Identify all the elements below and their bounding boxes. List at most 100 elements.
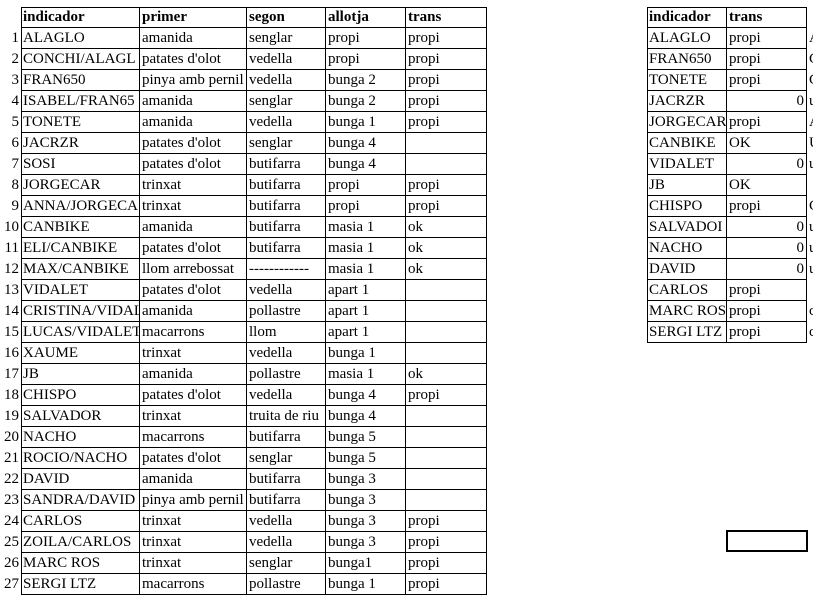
table-cell[interactable]: vedella bbox=[247, 70, 326, 91]
table-cell[interactable]: propi bbox=[406, 49, 487, 70]
table-cell[interactable]: bunga 3 bbox=[326, 511, 406, 532]
table-cell[interactable]: amanida bbox=[140, 364, 247, 385]
table-cell[interactable]: macarrons bbox=[140, 322, 247, 343]
table-cell[interactable]: U bbox=[807, 133, 813, 154]
table-cell[interactable]: patates d'olot bbox=[140, 385, 247, 406]
row-number[interactable]: 6 bbox=[11, 135, 20, 151]
table-cell[interactable]: CONCHI/ALAGL bbox=[21, 49, 140, 70]
table-cell[interactable]: propi bbox=[406, 511, 487, 532]
table-cell[interactable]: MARC ROS bbox=[647, 301, 727, 322]
table-cell[interactable]: patates d'olot bbox=[140, 49, 247, 70]
table-cell[interactable]: propi bbox=[406, 532, 487, 553]
column-header[interactable]: indicador bbox=[647, 7, 727, 28]
row-number[interactable]: 15 bbox=[4, 324, 19, 340]
table-cell[interactable]: CRISTINA/VIDAL bbox=[21, 301, 140, 322]
table-cell[interactable]: bunga 4 bbox=[326, 133, 406, 154]
table-cell[interactable]: OK bbox=[727, 175, 807, 196]
table-cell[interactable]: DAVID bbox=[21, 469, 140, 490]
table-cell[interactable]: c bbox=[809, 303, 813, 319]
table-cell[interactable]: trinxat bbox=[140, 343, 247, 364]
row-number[interactable]: 22 bbox=[4, 471, 19, 487]
table-cell[interactable] bbox=[807, 175, 813, 196]
column-header[interactable]: indicador bbox=[21, 7, 140, 28]
row-number[interactable]: 11 bbox=[4, 240, 19, 256]
table-cell[interactable]: vedella bbox=[247, 49, 326, 70]
table-cell[interactable]: C bbox=[807, 196, 813, 217]
table-cell[interactable]: vedella bbox=[247, 280, 326, 301]
row-number[interactable]: 2 bbox=[11, 51, 20, 67]
row-number[interactable]: 13 bbox=[4, 282, 19, 298]
table-cell[interactable]: SERGI LTZ bbox=[21, 574, 140, 595]
table-cell[interactable]: VIDALET bbox=[21, 280, 140, 301]
table-cell[interactable]: pinya amb pernil bbox=[140, 70, 247, 91]
table-cell[interactable]: propi bbox=[326, 196, 406, 217]
table-cell[interactable]: butifarra bbox=[247, 217, 326, 238]
table-cell[interactable]: propi bbox=[727, 112, 807, 133]
table-cell[interactable]: 0 bbox=[727, 238, 807, 259]
table-cell[interactable]: trinxat bbox=[140, 406, 247, 427]
table-cell[interactable]: CANBIKE bbox=[647, 133, 727, 154]
column-header[interactable]: segon bbox=[247, 7, 326, 28]
row-number[interactable]: 7 bbox=[11, 156, 20, 172]
row-number[interactable]: 1 bbox=[11, 30, 20, 46]
table-cell[interactable]: bunga 2 bbox=[326, 91, 406, 112]
table-cell[interactable]: bunga 1 bbox=[326, 574, 406, 595]
table-cell[interactable]: ok bbox=[406, 259, 487, 280]
table-cell[interactable]: propi bbox=[727, 280, 807, 301]
table-cell[interactable]: JORGECAR bbox=[647, 112, 727, 133]
table-cell[interactable]: patates d'olot bbox=[140, 154, 247, 175]
table-cell[interactable]: bunga 5 bbox=[326, 448, 406, 469]
table-cell[interactable] bbox=[406, 469, 487, 490]
table-cell[interactable] bbox=[406, 427, 487, 448]
table-cell[interactable]: propi bbox=[326, 175, 406, 196]
row-number[interactable]: 8 bbox=[11, 177, 20, 193]
table-cell[interactable]: macarrons bbox=[140, 574, 247, 595]
table-cell[interactable]: CHISPO bbox=[21, 385, 140, 406]
table-cell[interactable]: amanida bbox=[140, 469, 247, 490]
table-cell[interactable]: ISABEL/FRAN65 bbox=[21, 91, 140, 112]
table-cell[interactable] bbox=[406, 301, 487, 322]
row-number[interactable]: 14 bbox=[4, 303, 19, 319]
table-cell[interactable]: butifarra bbox=[247, 490, 326, 511]
table-cell[interactable]: ------------ bbox=[247, 259, 326, 280]
table-cell[interactable]: u bbox=[809, 219, 813, 235]
table-cell[interactable] bbox=[406, 406, 487, 427]
table-cell[interactable]: masia 1 bbox=[326, 364, 406, 385]
table-cell[interactable] bbox=[406, 343, 487, 364]
table-cell[interactable]: pollastre bbox=[247, 574, 326, 595]
table-cell[interactable]: DAVID bbox=[647, 259, 727, 280]
table-cell[interactable]: vedella bbox=[247, 343, 326, 364]
row-number[interactable]: 24 bbox=[4, 513, 19, 529]
table-cell[interactable]: u bbox=[809, 261, 813, 277]
table-cell[interactable]: trinxat bbox=[140, 553, 247, 574]
table-cell[interactable]: propi bbox=[727, 49, 807, 70]
table-cell[interactable]: amanida bbox=[140, 28, 247, 49]
table-cell[interactable]: 0 bbox=[727, 259, 807, 280]
table-cell[interactable]: propi bbox=[727, 196, 807, 217]
table-cell[interactable]: C bbox=[807, 49, 813, 70]
table-cell[interactable]: amanida bbox=[140, 91, 247, 112]
table-cell[interactable]: butifarra bbox=[247, 175, 326, 196]
table-cell[interactable]: ok bbox=[406, 238, 487, 259]
table-cell[interactable]: propi bbox=[406, 28, 487, 49]
table-cell[interactable]: vedella bbox=[247, 385, 326, 406]
table-cell[interactable]: apart 1 bbox=[326, 301, 406, 322]
table-cell[interactable]: bunga 1 bbox=[326, 343, 406, 364]
table-cell[interactable] bbox=[406, 490, 487, 511]
table-cell[interactable]: u bbox=[809, 240, 813, 256]
table-cell[interactable]: ALAGLO bbox=[647, 28, 727, 49]
table-cell[interactable]: C bbox=[807, 70, 813, 91]
table-cell[interactable]: propi bbox=[326, 49, 406, 70]
table-cell[interactable]: butifarra bbox=[247, 238, 326, 259]
table-cell[interactable]: apart 1 bbox=[326, 322, 406, 343]
row-number[interactable]: 25 bbox=[4, 534, 19, 550]
column-header[interactable]: primer bbox=[140, 7, 247, 28]
table-cell[interactable]: OK bbox=[727, 133, 807, 154]
table-cell[interactable]: ZOILA/CARLOS bbox=[21, 532, 140, 553]
table-cell[interactable]: propi bbox=[406, 70, 487, 91]
table-cell[interactable]: llom bbox=[247, 322, 326, 343]
table-cell[interactable]: 0 bbox=[727, 91, 807, 112]
table-cell[interactable]: u bbox=[809, 93, 813, 109]
table-cell[interactable]: propi bbox=[406, 175, 487, 196]
table-cell[interactable]: bunga 3 bbox=[326, 532, 406, 553]
